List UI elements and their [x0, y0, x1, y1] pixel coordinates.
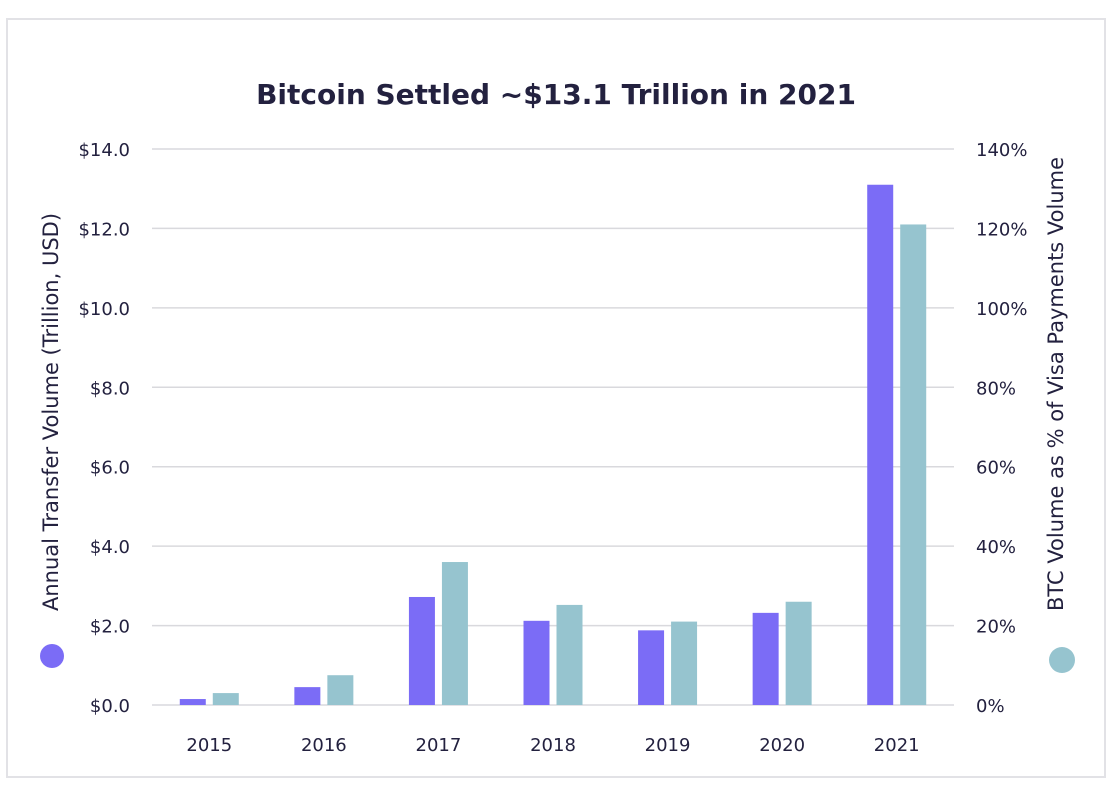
- y-right-tick-label: 20%: [976, 617, 1016, 638]
- bar-transfer-volume-2017: [408, 596, 435, 705]
- bar-visa-percent-2017: [441, 562, 468, 705]
- right-axis-label-group: BTC Volume as % of Visa Payments Volume: [1044, 157, 1075, 673]
- left-axis-label-group: Annual Transfer Volume (Trillion, USD): [39, 213, 64, 668]
- legend-marker-transfer-volume: [40, 644, 64, 668]
- right-axis-label: BTC Volume as % of Visa Payments Volume: [1044, 157, 1068, 611]
- y-tick-label: $0.0: [90, 696, 130, 717]
- y-tick-label: $10.0: [78, 299, 130, 320]
- bar-visa-percent-2015: [212, 693, 239, 705]
- y-right-tick-label: 80%: [976, 378, 1016, 399]
- x-tick-label: 2015: [186, 735, 232, 756]
- x-axis-ticks: 2015 2016 2017 2018 2019 2020 2021: [186, 735, 919, 756]
- bar-visa-percent-2020: [785, 601, 812, 705]
- left-axis-label: Annual Transfer Volume (Trillion, USD): [39, 213, 63, 611]
- right-axis-ticks: 0% 20% 40% 60% 80% 100% 120% 140%: [976, 140, 1027, 717]
- legend-marker-visa-percent: [1049, 647, 1075, 673]
- chart-title: Bitcoin Settled ~$13.1 Trillion in 2021: [256, 78, 856, 111]
- bar-transfer-volume-2018: [523, 620, 550, 705]
- bar-visa-percent-2016: [327, 675, 354, 705]
- x-tick-label: 2020: [759, 735, 805, 756]
- x-tick-label: 2021: [874, 735, 920, 756]
- x-tick-label: 2016: [301, 735, 347, 756]
- y-right-tick-label: 140%: [976, 140, 1027, 161]
- x-tick-label: 2018: [530, 735, 576, 756]
- bar-transfer-volume-2019: [638, 630, 665, 705]
- y-right-tick-label: 120%: [976, 219, 1027, 240]
- bar-transfer-volume-2021: [867, 184, 894, 705]
- gridlines: [152, 148, 954, 706]
- bar-transfer-volume-2015: [179, 699, 206, 705]
- x-tick-label: 2017: [416, 735, 462, 756]
- y-tick-label: $4.0: [90, 537, 130, 558]
- x-tick-label: 2019: [645, 735, 691, 756]
- y-right-tick-label: 40%: [976, 537, 1016, 558]
- bar-transfer-volume-2020: [752, 612, 779, 705]
- y-right-tick-label: 60%: [976, 458, 1016, 479]
- bar-transfer-volume-2016: [294, 687, 321, 705]
- left-axis-ticks: $0.0 $2.0 $4.0 $6.0 $8.0 $10.0 $12.0 $14.0: [78, 140, 130, 717]
- y-tick-label: $6.0: [90, 458, 130, 479]
- y-tick-label: $8.0: [90, 378, 130, 399]
- y-right-tick-label: 100%: [976, 299, 1027, 320]
- y-tick-label: $14.0: [78, 140, 130, 161]
- bar-visa-percent-2021: [900, 224, 927, 705]
- y-tick-label: $2.0: [90, 617, 130, 638]
- y-tick-label: $12.0: [78, 219, 130, 240]
- y-right-tick-label: 0%: [976, 696, 1005, 717]
- bars: [179, 184, 927, 705]
- bar-visa-percent-2019: [671, 621, 698, 705]
- bar-visa-percent-2018: [556, 604, 583, 705]
